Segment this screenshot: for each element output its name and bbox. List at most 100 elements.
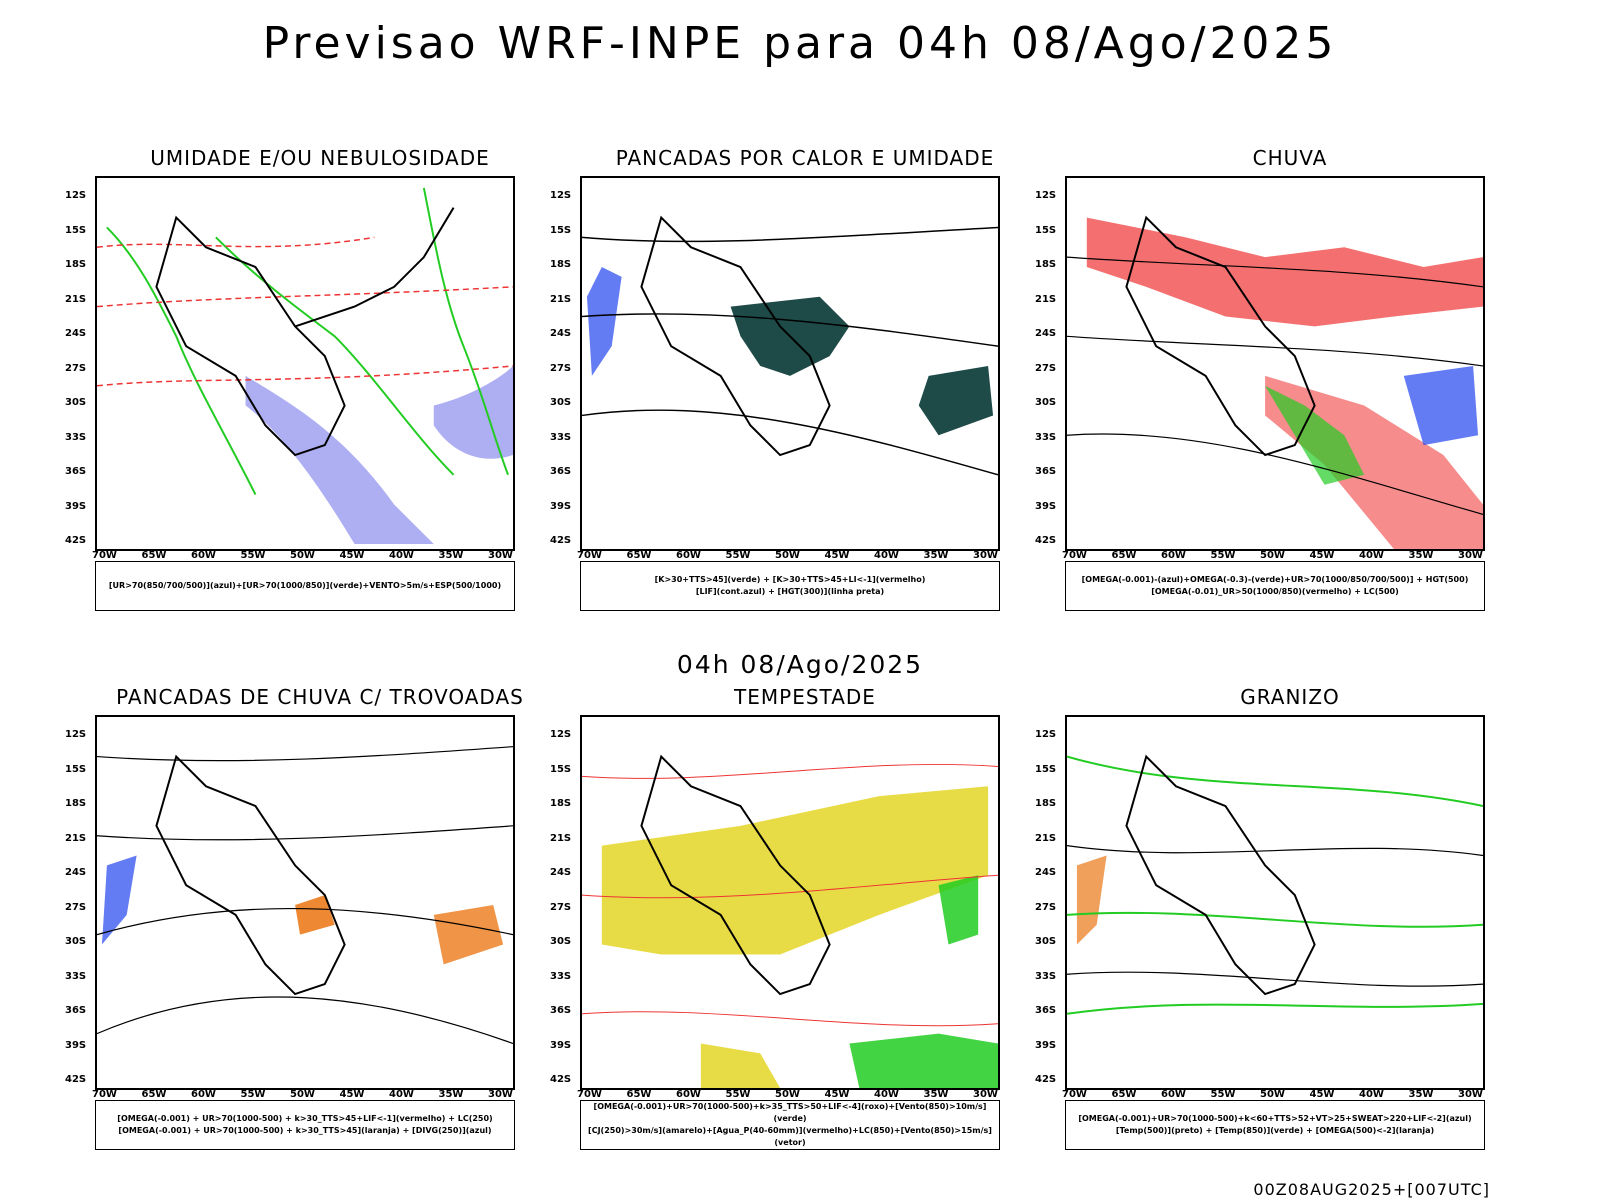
lat-tick-label: 30S — [550, 936, 572, 947]
lat-tick-label: 39S — [1035, 1039, 1057, 1051]
lat-tick-label: 15S — [65, 763, 87, 775]
lat-tick-label: 33S — [65, 431, 87, 443]
humidity-band-shade — [433, 365, 513, 459]
lat-tick-label: 18S — [550, 798, 572, 809]
lat-tick-label: 12S — [550, 729, 572, 740]
lat-tick-label: 36S — [550, 1005, 572, 1016]
lon-tick-label: 50W — [290, 550, 315, 561]
panel-storm: TEMPESTADE [OMEGA(-0.001)+UR>70(1000-500… — [550, 685, 1055, 1170]
temp850-contour — [1067, 911, 1483, 928]
lon-tick-label: 60W — [191, 550, 216, 561]
lat-tick-label: 18S — [1035, 259, 1057, 270]
lat-tick-label: 30S — [1035, 936, 1057, 947]
lat-tick-label: 18S — [65, 798, 87, 809]
lat-tick-label: 21S — [550, 832, 572, 844]
lat-tick-label: 27S — [550, 901, 572, 913]
lon-tick-label: 50W — [775, 550, 800, 561]
lon-tick-label: 35W — [438, 550, 464, 561]
lat-tick-label: 27S — [1035, 362, 1057, 374]
lat-tick-label: 15S — [550, 224, 572, 236]
lat-tick-label: 21S — [65, 832, 87, 844]
lat-tick-label: 24S — [65, 867, 87, 878]
lon-tick-label: 30W — [1458, 550, 1483, 561]
lat-tick-label: 18S — [550, 259, 572, 270]
streamline — [97, 996, 513, 1045]
lon-tick-label: 65W — [141, 1089, 167, 1100]
legend-box: [OMEGA(-0.001)-(azul)+OMEGA(-0.3)-(verde… — [1065, 561, 1485, 611]
lon-tick-label: 65W — [1111, 550, 1137, 561]
lon-tick-label: 35W — [1408, 550, 1434, 561]
lat-tick-label: 27S — [1035, 901, 1057, 913]
lat-tick-label: 24S — [1035, 867, 1057, 878]
lon-tick-label: 60W — [676, 1089, 701, 1100]
wind-shade — [849, 1033, 998, 1088]
height-contour — [582, 226, 998, 243]
lon-tick-label: 45W — [1309, 1089, 1335, 1100]
lon-tick-label: 50W — [290, 1089, 315, 1100]
streamline — [97, 825, 513, 841]
lat-tick-label: 12S — [1035, 729, 1057, 740]
panel-thunderstorms: PANCADAS DE CHUVA C/ TROVOADAS [OMEGA(-0… — [65, 685, 570, 1170]
lon-tick-label: 55W — [725, 550, 751, 561]
lat-tick-label: 12S — [550, 190, 572, 201]
page-title: Previsao WRF-INPE para 04h 08/Ago/2025 — [262, 18, 1338, 69]
lat-tick-label: 21S — [1035, 832, 1057, 844]
map-heat-showers[interactable] — [580, 176, 1000, 551]
lat-tick-label: 36S — [65, 466, 87, 477]
lat-tick-label: 33S — [550, 431, 572, 443]
streamline — [97, 907, 513, 936]
lat-tick-label: 30S — [65, 397, 87, 408]
lat-tick-label: 18S — [1035, 798, 1057, 809]
divergence-shade — [101, 855, 137, 945]
lat-tick-label: 24S — [65, 328, 87, 339]
streamline — [582, 1011, 998, 1027]
mid-timestamp: 04h 08/Ago/2025 — [676, 650, 924, 679]
green-contour — [422, 187, 509, 476]
lon-tick-label: 70W — [92, 550, 117, 561]
lat-tick-label: 21S — [550, 293, 572, 305]
thickness-contour — [97, 286, 513, 308]
orange-shade — [433, 904, 504, 965]
omega-shade — [1403, 365, 1479, 446]
lon-tick-label: 70W — [1062, 1089, 1087, 1100]
map-humidity[interactable] — [95, 176, 515, 551]
lat-tick-label: 42S — [1035, 1074, 1057, 1085]
lon-tick-label: 35W — [438, 1089, 464, 1100]
lon-tick-label: 45W — [339, 1089, 365, 1100]
country-border — [155, 215, 346, 457]
panel-heat-showers: PANCADAS POR CALOR E UMIDADE [K>30+TTS>4… — [550, 146, 1055, 631]
lat-tick-label: 27S — [65, 362, 87, 374]
lat-tick-label: 36S — [1035, 1005, 1057, 1016]
jet-shade — [601, 786, 989, 955]
lat-tick-label: 12S — [65, 729, 87, 740]
map-thunderstorms[interactable] — [95, 715, 515, 1090]
lat-tick-label: 42S — [550, 535, 572, 546]
lon-tick-label: 35W — [923, 1089, 949, 1100]
green-contour — [215, 236, 455, 476]
lat-tick-label: 42S — [65, 535, 87, 546]
lon-tick-label: 65W — [1111, 1089, 1137, 1100]
lat-tick-label: 24S — [550, 867, 572, 878]
omega-orange-shade — [1076, 855, 1107, 945]
map-storm[interactable] — [580, 715, 1000, 1090]
lat-tick-label: 21S — [65, 293, 87, 305]
lon-tick-label: 35W — [1408, 1089, 1434, 1100]
lon-tick-label: 55W — [1210, 550, 1236, 561]
height-contour — [582, 313, 998, 347]
lon-tick-label: 45W — [339, 550, 365, 561]
legend-box: [UR>70(850/700/500)](azul)+[UR>70(1000/8… — [95, 561, 515, 611]
map-hail[interactable] — [1065, 715, 1485, 1090]
lat-tick-label: 33S — [65, 970, 87, 982]
panel-humidity: UMIDADE E/OU NEBULOSIDADE [UR>70(850/700… — [65, 146, 570, 631]
lon-tick-label: 40W — [389, 1089, 414, 1100]
lat-tick-label: 24S — [550, 328, 572, 339]
lon-tick-label: 45W — [1309, 550, 1335, 561]
lat-tick-label: 12S — [65, 190, 87, 201]
map-rain[interactable] — [1065, 176, 1485, 551]
lat-tick-label: 33S — [1035, 970, 1057, 982]
lat-tick-label: 21S — [1035, 293, 1057, 305]
lon-tick-label: 40W — [874, 1089, 899, 1100]
lat-tick-label: 39S — [550, 1039, 572, 1051]
lon-tick-label: 30W — [973, 550, 998, 561]
lat-tick-label: 27S — [550, 362, 572, 374]
